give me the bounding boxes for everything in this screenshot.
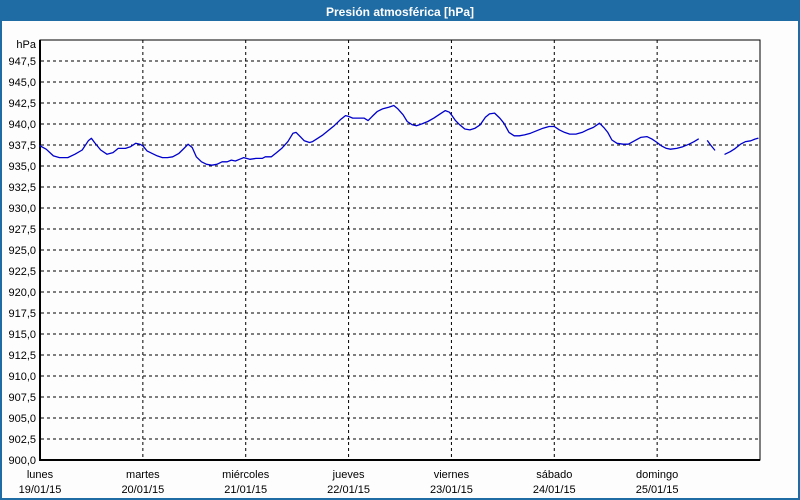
- y-tick-label: 910,0: [8, 371, 36, 383]
- x-day-name-label: miércoles: [222, 469, 270, 481]
- x-day-name-label: jueves: [332, 469, 365, 481]
- y-tick-label: 915,0: [8, 329, 36, 341]
- x-day-date-label: 21/01/15: [224, 484, 267, 496]
- y-tick-label: 902,5: [8, 434, 36, 446]
- y-tick-label: 937,5: [8, 140, 36, 152]
- x-day-name-label: lunes: [27, 469, 54, 481]
- y-tick-label: 930,0: [8, 203, 36, 215]
- y-tick-label: 912,5: [8, 350, 36, 362]
- y-tick-label: 905,0: [8, 413, 36, 425]
- plot-border: [39, 39, 761, 461]
- y-tick-label: 925,0: [8, 245, 36, 257]
- x-day-date-label: 25/01/15: [636, 484, 679, 496]
- x-day-date-label: 20/01/15: [121, 484, 164, 496]
- y-tick-label: 942,5: [8, 98, 36, 110]
- pressure-line-chart: hPa 947,5 945,0 942,5 940,0 937,5 935,0 932,5 93…: [8, 39, 761, 496]
- x-day-name-label: viernes: [434, 469, 470, 481]
- y-tick-label: 922,5: [8, 266, 36, 278]
- pressure-series-line: [39, 104, 759, 166]
- y-tick-label: 947,5: [8, 56, 36, 68]
- x-day-date-label: 23/01/15: [430, 484, 473, 496]
- y-tick-label: 917,5: [8, 308, 36, 320]
- y-tick-label: 932,5: [8, 182, 36, 194]
- y-tick-label: 927,5: [8, 224, 36, 236]
- x-day-date-label: 24/01/15: [533, 484, 576, 496]
- window-title: Presión atmosférica [hPa]: [325, 4, 475, 19]
- window-titlebar: Presión atmosférica [hPa]: [2, 2, 798, 21]
- y-tick-label: 945,0: [8, 77, 36, 89]
- y-axis-unit-label: hPa: [16, 39, 36, 51]
- chart-area: hPa 947,5 945,0 942,5 940,0 937,5 935,0 932,5 93…: [2, 21, 798, 498]
- x-day-name-label: domingo: [636, 469, 678, 481]
- y-tick-label: 920,0: [8, 287, 36, 299]
- x-day-date-label: 19/01/15: [19, 484, 62, 496]
- y-tick-label: 907,5: [8, 392, 36, 404]
- y-tick-label: 900,0: [8, 455, 36, 467]
- y-tick-label: 935,0: [8, 161, 36, 173]
- x-day-name-label: sábado: [536, 469, 572, 481]
- y-tick-label: 940,0: [8, 119, 36, 131]
- x-day-date-label: 22/01/15: [327, 484, 370, 496]
- x-day-name-label: martes: [126, 469, 160, 481]
